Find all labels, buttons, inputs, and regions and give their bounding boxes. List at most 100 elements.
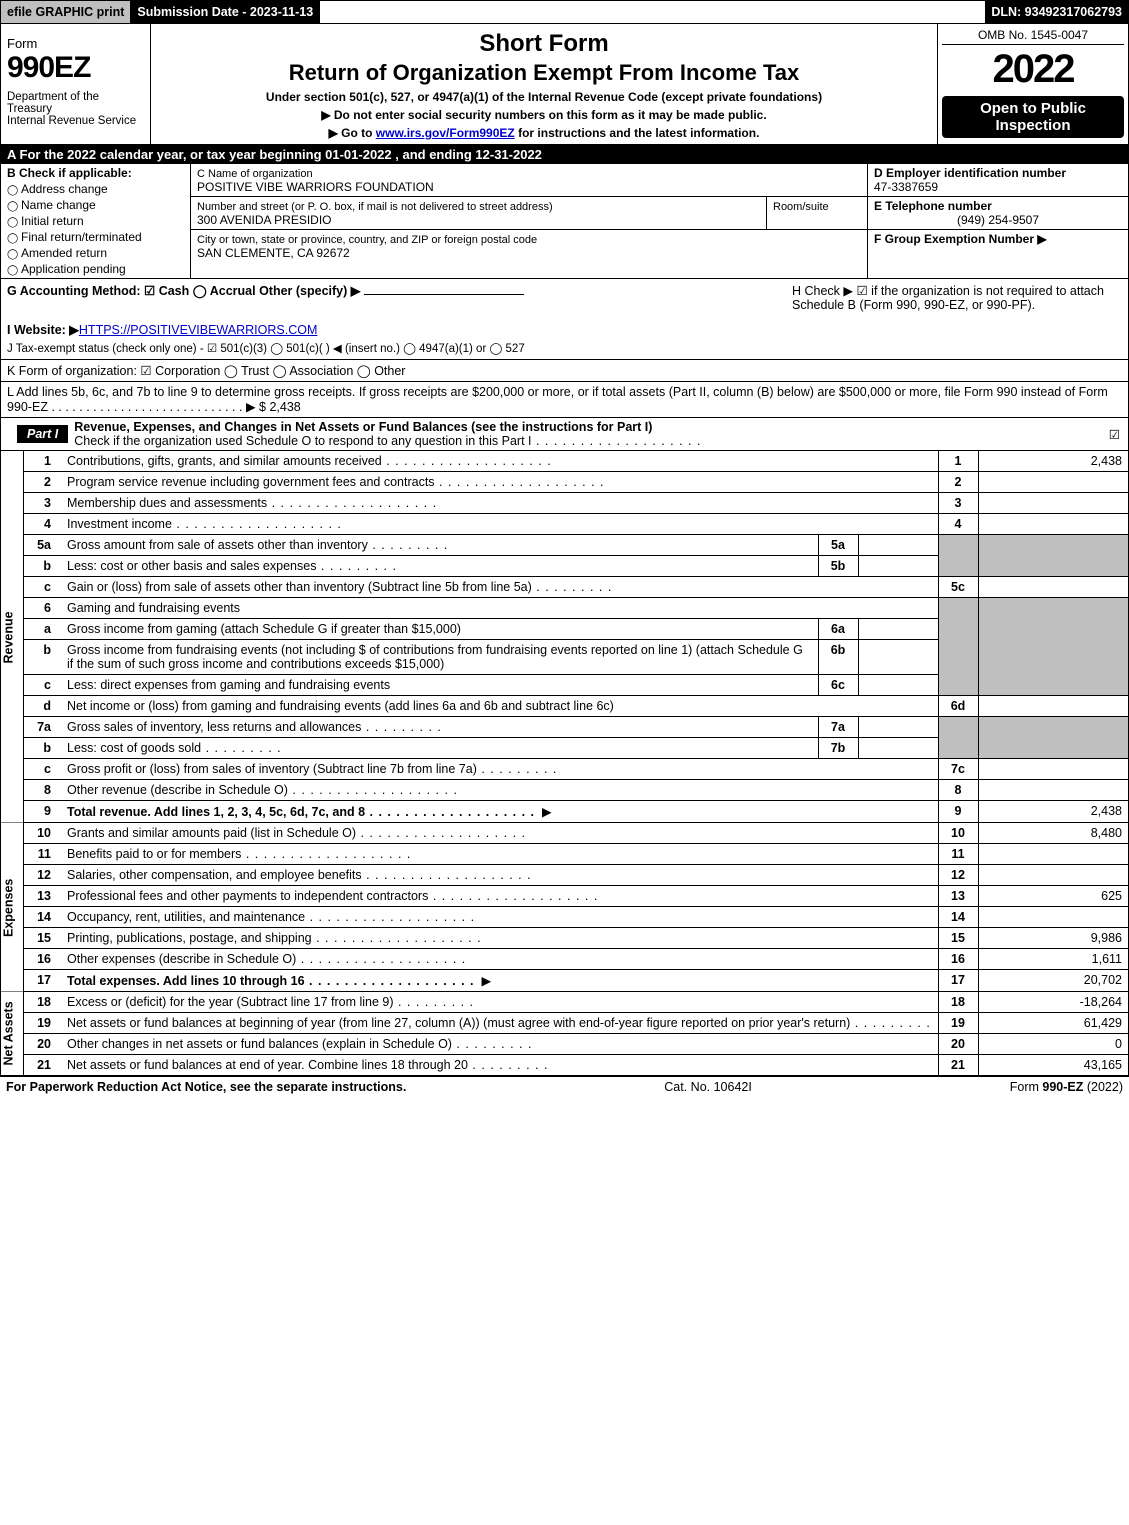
c-city-lbl: City or town, state or province, country… bbox=[197, 234, 537, 246]
irs: Internal Revenue Service bbox=[7, 115, 144, 127]
line17-desc: Total expenses. Add lines 10 through 16 … bbox=[61, 970, 938, 992]
line9-val: 2,438 bbox=[978, 801, 1128, 823]
line4-desc: Investment income bbox=[61, 514, 938, 535]
d-tel: E Telephone number (949) 254-9507 bbox=[868, 197, 1128, 230]
footer-left: For Paperwork Reduction Act Notice, see … bbox=[6, 1080, 406, 1094]
cb-initial-return[interactable]: Initial return bbox=[7, 214, 184, 228]
h-check: H Check ▶ ☑ if the organization is not r… bbox=[792, 283, 1122, 312]
c-addr-lbl: Number and street (or P. O. box, if mail… bbox=[197, 201, 553, 213]
telephone: (949) 254-9507 bbox=[874, 213, 1122, 227]
cb-final-return[interactable]: Final return/terminated bbox=[7, 230, 184, 244]
part1-label: Part I bbox=[17, 425, 68, 443]
cb-name-change[interactable]: Name change bbox=[7, 198, 184, 212]
line20-desc: Other changes in net assets or fund bala… bbox=[61, 1034, 938, 1055]
line15-desc: Printing, publications, postage, and shi… bbox=[61, 928, 938, 949]
col-d: D Employer identification number 47-3387… bbox=[868, 164, 1128, 278]
line16-desc: Other expenses (describe in Schedule O) bbox=[61, 949, 938, 970]
header-left: Form 990EZ Department of the Treasury In… bbox=[1, 24, 151, 144]
short-form-title: Short Form bbox=[157, 30, 931, 58]
header-center: Short Form Return of Organization Exempt… bbox=[151, 24, 938, 144]
form-number: 990EZ bbox=[7, 51, 90, 84]
return-title: Return of Organization Exempt From Incom… bbox=[157, 60, 931, 86]
line3-desc: Membership dues and assessments bbox=[61, 493, 938, 514]
line19-val: 61,429 bbox=[978, 1013, 1128, 1034]
line21-desc: Net assets or fund balances at end of ye… bbox=[61, 1055, 938, 1076]
b-hdr: B Check if applicable: bbox=[7, 166, 132, 180]
side-netassets: Net Assets bbox=[1, 992, 23, 1076]
line16-val: 1,611 bbox=[978, 949, 1128, 970]
goto-line: ▶ Go to www.irs.gov/Form990EZ for instru… bbox=[157, 126, 931, 140]
line11-desc: Benefits paid to or for members bbox=[61, 844, 938, 865]
do-not-ssn: ▶ Do not enter social security numbers o… bbox=[157, 108, 931, 122]
line7b-desc: Less: cost of goods sold bbox=[61, 738, 818, 759]
page-footer: For Paperwork Reduction Act Notice, see … bbox=[0, 1076, 1129, 1097]
d-grp-lbl: F Group Exemption Number ▶ bbox=[874, 232, 1047, 246]
line6a-desc: Gross income from gaming (attach Schedul… bbox=[61, 619, 818, 640]
row-gh: H Check ▶ ☑ if the organization is not r… bbox=[1, 279, 1128, 360]
row-k: K Form of organization: ☑ Corporation ◯ … bbox=[1, 360, 1128, 382]
footer-mid: Cat. No. 10642I bbox=[664, 1080, 752, 1094]
i-pre: I Website: ▶ bbox=[7, 323, 79, 337]
line18-desc: Excess or (deficit) for the year (Subtra… bbox=[61, 992, 938, 1013]
org-city: SAN CLEMENTE, CA 92672 bbox=[197, 246, 350, 260]
line13-val: 625 bbox=[978, 886, 1128, 907]
line7a-desc: Gross sales of inventory, less returns a… bbox=[61, 717, 818, 738]
org-address: 300 AVENIDA PRESIDIO bbox=[197, 213, 332, 227]
line18-val: -18,264 bbox=[978, 992, 1128, 1013]
line10-desc: Grants and similar amounts paid (list in… bbox=[61, 823, 938, 844]
dept-treasury: Department of the Treasury bbox=[7, 91, 144, 115]
c-name-lbl: C Name of organization bbox=[197, 168, 313, 180]
goto-pre: ▶ Go to bbox=[329, 126, 376, 140]
dln: DLN: 93492317062793 bbox=[985, 1, 1128, 23]
org-name: POSITIVE VIBE WARRIORS FOUNDATION bbox=[197, 180, 434, 194]
line10-val: 8,480 bbox=[978, 823, 1128, 844]
line7c-desc: Gross profit or (loss) from sales of inv… bbox=[61, 759, 938, 780]
c-room-lbl: Room/suite bbox=[773, 201, 829, 213]
line6c-desc: Less: direct expenses from gaming and fu… bbox=[61, 675, 818, 696]
side-expenses: Expenses bbox=[1, 823, 23, 992]
line6b-desc: Gross income from fundraising events (no… bbox=[61, 640, 818, 675]
under-section: Under section 501(c), 527, or 4947(a)(1)… bbox=[157, 90, 931, 104]
line13-desc: Professional fees and other payments to … bbox=[61, 886, 938, 907]
tax-year: 2022 bbox=[942, 45, 1124, 96]
part1-checkbox[interactable]: ☑ bbox=[1109, 427, 1128, 442]
cb-amended-return[interactable]: Amended return bbox=[7, 246, 184, 260]
ein: 47-3387659 bbox=[874, 180, 938, 194]
line1-val: 2,438 bbox=[978, 451, 1128, 472]
section-bc: B Check if applicable: Address change Na… bbox=[1, 164, 1128, 279]
line21-val: 43,165 bbox=[978, 1055, 1128, 1076]
part1-header: Part I Revenue, Expenses, and Changes in… bbox=[1, 418, 1128, 451]
line20-val: 0 bbox=[978, 1034, 1128, 1055]
line6d-desc: Net income or (loss) from gaming and fun… bbox=[61, 696, 938, 717]
line15-val: 9,986 bbox=[978, 928, 1128, 949]
goto-link[interactable]: www.irs.gov/Form990EZ bbox=[376, 126, 515, 140]
line5c-desc: Gain or (loss) from sale of assets other… bbox=[61, 577, 938, 598]
line17-val: 20,702 bbox=[978, 970, 1128, 992]
col-c: C Name of organization POSITIVE VIBE WAR… bbox=[191, 164, 868, 278]
j-tax-exempt: J Tax-exempt status (check only one) - ☑… bbox=[7, 341, 1122, 355]
col-b: B Check if applicable: Address change Na… bbox=[1, 164, 191, 278]
row-l: L Add lines 5b, 6c, and 7b to line 9 to … bbox=[1, 382, 1128, 418]
cb-application-pending[interactable]: Application pending bbox=[7, 262, 184, 276]
line1-desc: Contributions, gifts, grants, and simila… bbox=[61, 451, 938, 472]
d-group: F Group Exemption Number ▶ bbox=[868, 230, 1128, 248]
line19-desc: Net assets or fund balances at beginning… bbox=[61, 1013, 938, 1034]
line12-desc: Salaries, other compensation, and employ… bbox=[61, 865, 938, 886]
omb-number: OMB No. 1545-0047 bbox=[942, 26, 1124, 45]
d-ein: D Employer identification number 47-3387… bbox=[868, 164, 1128, 197]
form-word: Form bbox=[7, 36, 37, 51]
d-tel-lbl: E Telephone number bbox=[874, 199, 992, 213]
efile-print[interactable]: efile GRAPHIC print bbox=[1, 1, 131, 23]
part1-sub: Check if the organization used Schedule … bbox=[74, 434, 701, 448]
top-bar: efile GRAPHIC print Submission Date - 20… bbox=[0, 0, 1129, 24]
line5b-desc: Less: cost or other basis and sales expe… bbox=[61, 556, 818, 577]
header-right: OMB No. 1545-0047 2022 Open to Public In… bbox=[938, 24, 1128, 144]
line5a-desc: Gross amount from sale of assets other t… bbox=[61, 535, 818, 556]
part1-table: Revenue 1 Contributions, gifts, grants, … bbox=[1, 451, 1128, 1075]
spacer bbox=[320, 1, 985, 23]
line9-desc: Total revenue. Add lines 1, 2, 3, 4, 5c,… bbox=[61, 801, 938, 823]
row-a-period: A For the 2022 calendar year, or tax yea… bbox=[1, 145, 1128, 164]
website-link[interactable]: HTTPS://POSITIVEVIBEWARRIORS.COM bbox=[79, 323, 317, 337]
d-ein-lbl: D Employer identification number bbox=[874, 166, 1066, 180]
cb-address-change[interactable]: Address change bbox=[7, 182, 184, 196]
